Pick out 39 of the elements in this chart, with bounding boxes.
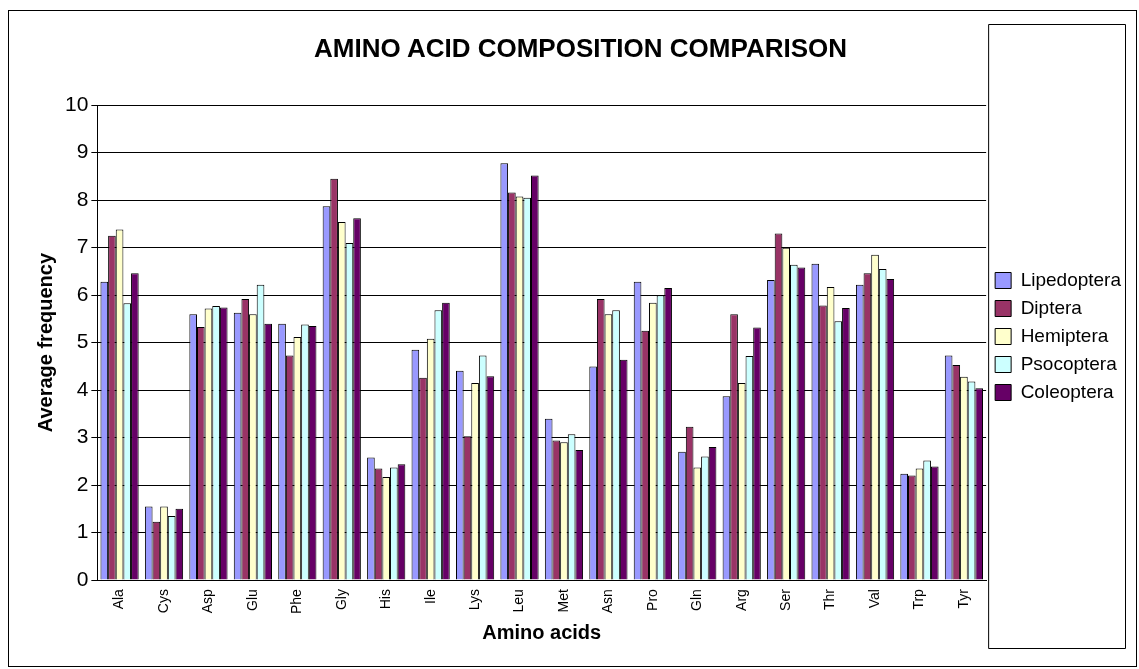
x-tick-label: Ile: [421, 588, 438, 604]
chart-title: AMINO ACID COMPOSITION COMPARISON: [314, 32, 847, 63]
x-tick-label: Thr: [821, 588, 838, 611]
legend-label: Psocoptera: [1020, 352, 1118, 374]
x-tick-label: Arg: [732, 589, 749, 611]
x-tick-label: Glu: [243, 589, 260, 611]
x-tick-label: Leu: [510, 589, 527, 613]
x-tick-label: Ser: [777, 588, 794, 611]
y-tick-label: 2: [76, 471, 89, 495]
y-tick-label: 3: [76, 424, 89, 448]
x-tick-label: Cys: [154, 589, 171, 614]
x-tick-label: His: [377, 589, 394, 610]
y-tick-label: 0: [76, 566, 89, 590]
x-tick-label: Lys: [465, 589, 482, 611]
x-tick-label: Gly: [332, 589, 349, 611]
y-tick-label: 1: [76, 519, 89, 543]
legend-label: Hemiptera: [1020, 324, 1109, 346]
y-tick-label: 9: [76, 139, 89, 163]
x-tick-label: Trp: [910, 588, 927, 610]
x-tick-label: Gln: [688, 589, 705, 611]
y-tick-label: 10: [65, 92, 89, 115]
x-tick-label: Asn: [599, 589, 616, 614]
y-tick-label: 7: [76, 234, 89, 258]
x-tick-label: Asp: [199, 588, 216, 614]
y-axis-title: Average frequency: [33, 252, 56, 433]
y-tick-label: 6: [76, 281, 89, 305]
x-tick-label: Met: [554, 588, 571, 613]
x-tick-label: Ala: [110, 588, 127, 610]
x-axis-title: Amino acids: [482, 620, 602, 643]
x-tick-label: Val: [865, 589, 882, 609]
x-tick-label: Phe: [288, 588, 305, 615]
y-tick-label: 4: [76, 376, 89, 400]
y-tick-label: 5: [76, 329, 89, 353]
x-tick-label: Tyr: [954, 588, 971, 609]
y-tick-label: 8: [76, 186, 89, 210]
legend-label: Lipedoptera: [1020, 268, 1122, 290]
legend-label: Coleoptera: [1020, 380, 1115, 402]
legend-label: Diptera: [1020, 296, 1083, 318]
x-tick-label: Pro: [643, 588, 660, 611]
